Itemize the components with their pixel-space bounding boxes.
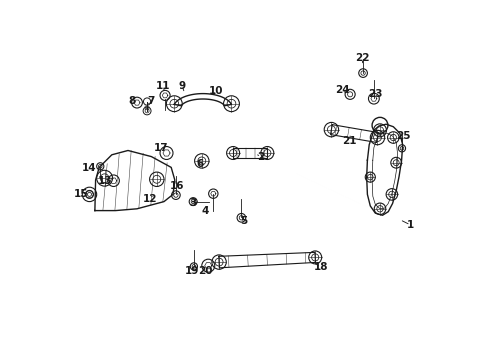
Text: 15: 15	[74, 189, 89, 199]
Polygon shape	[219, 252, 316, 268]
Text: 1: 1	[407, 220, 414, 230]
Text: 23: 23	[368, 89, 383, 99]
Text: 18: 18	[313, 262, 328, 272]
Text: 2: 2	[258, 152, 265, 162]
Text: 4: 4	[202, 206, 209, 216]
Text: 20: 20	[198, 266, 213, 276]
Text: 14: 14	[82, 163, 97, 174]
Text: 7: 7	[147, 96, 154, 106]
Text: 9: 9	[178, 81, 186, 91]
Text: 8: 8	[128, 96, 135, 106]
Text: 12: 12	[143, 194, 157, 204]
Text: 11: 11	[156, 81, 170, 91]
Text: 13: 13	[98, 176, 113, 186]
Text: 25: 25	[396, 131, 411, 141]
Polygon shape	[331, 125, 378, 143]
Text: 24: 24	[335, 85, 349, 95]
Text: 10: 10	[209, 86, 223, 96]
Polygon shape	[233, 148, 268, 158]
Text: 16: 16	[170, 181, 184, 192]
Text: 19: 19	[185, 266, 199, 276]
Text: 5: 5	[241, 216, 248, 226]
Polygon shape	[174, 94, 231, 106]
Text: 17: 17	[154, 143, 169, 153]
Text: 22: 22	[355, 53, 369, 63]
Text: 6: 6	[196, 159, 204, 169]
Text: 21: 21	[342, 136, 357, 146]
Polygon shape	[95, 150, 175, 211]
Polygon shape	[367, 124, 403, 215]
Text: 3: 3	[189, 198, 196, 208]
